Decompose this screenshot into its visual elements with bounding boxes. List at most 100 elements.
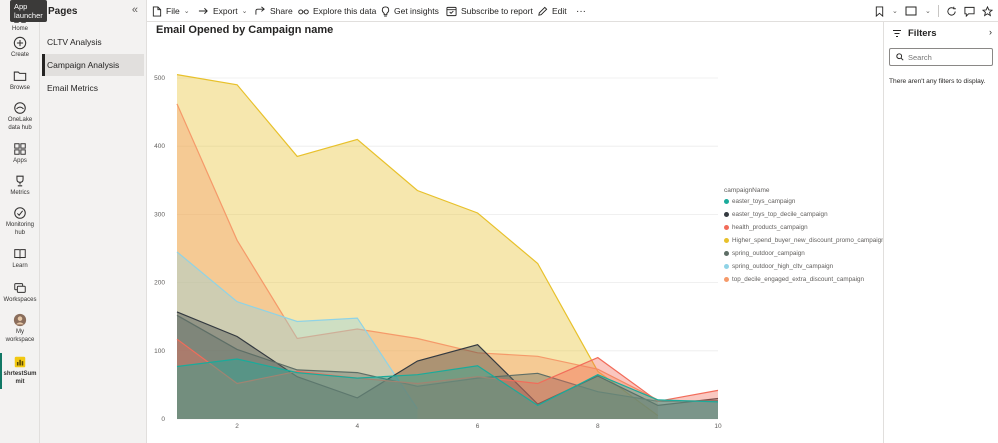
lightbulb-icon: [381, 5, 390, 17]
legend-item[interactable]: easter_toys_campaign: [724, 198, 795, 205]
view-button[interactable]: ⌄: [905, 0, 931, 22]
share-button[interactable]: Share: [255, 0, 293, 22]
y-tick-label: 0: [161, 416, 165, 423]
nav-my-workspace[interactable]: My workspace: [0, 313, 40, 344]
folder-icon: [13, 71, 27, 81]
filters-search-box[interactable]: [889, 48, 993, 66]
export-icon: [198, 7, 208, 15]
filters-title: Filters: [908, 28, 937, 39]
legend-marker: [724, 251, 729, 256]
legend-marker: [724, 277, 729, 282]
x-tick-label: 2: [235, 423, 239, 430]
more-options-button[interactable]: ···: [576, 5, 586, 17]
nav-apps-label: Apps: [13, 158, 27, 164]
area-fill-top-decile-engaged-extra-discount-campaign: [177, 103, 658, 420]
explore-data-button[interactable]: Explore this data: [298, 0, 376, 22]
nav-current-report[interactable]: shrtestSum mit: [0, 355, 40, 386]
get-insights-button[interactable]: Get insights: [381, 0, 439, 22]
subscribe-icon: [446, 6, 457, 16]
toolbar-divider: [938, 5, 939, 17]
nav-browse-label: Browse: [9, 85, 30, 91]
filter-icon: [893, 29, 901, 38]
area-fill-health-products-campaign: [177, 339, 718, 419]
nav-my-workspace-label-1: My: [16, 329, 24, 335]
file-menu-button[interactable]: File ⌄: [152, 0, 190, 22]
nav-learn-label: Learn: [12, 263, 28, 269]
subscribe-label: Subscribe to report: [461, 6, 533, 16]
filters-search-input[interactable]: [908, 52, 988, 62]
legend-item[interactable]: Higher_spend_buyer_new_discount_promo_ca…: [724, 237, 885, 244]
nav-my-workspace-label-2: workspace: [5, 336, 35, 343]
chevron-down-icon: ⌄: [241, 8, 248, 15]
legend-marker: [724, 225, 729, 230]
report-canvas: Email Opened by Campaign name 0 100 200 300…: [147, 22, 885, 443]
x-tick-label: 4: [356, 423, 360, 430]
legend-label: top_decile_engaged_extra_discount_campai…: [732, 276, 864, 283]
export-menu-button[interactable]: Export ⌄: [198, 0, 247, 22]
series-line-spring-outdoor-campaign: [176, 314, 719, 402]
legend-item[interactable]: spring_outdoor_high_cltv_campaign: [724, 263, 833, 270]
nav-onelake[interactable]: OneLake data hub: [0, 101, 40, 132]
legend-label: easter_toys_campaign: [732, 198, 796, 205]
view-icon: [905, 6, 917, 16]
apps-icon: [14, 143, 26, 155]
pages-title: Pages: [48, 6, 78, 17]
chart-title: Email Opened by Campaign name: [156, 24, 334, 36]
nav-browse[interactable]: Browse: [0, 69, 40, 93]
y-tick-label: 300: [154, 211, 165, 218]
nav-metrics[interactable]: Metrics: [0, 174, 40, 198]
area-fill-spring-outdoor-campaign: [177, 315, 718, 419]
area-chart[interactable]: 0 100 200 300 400 500 2 4 6 8 10: [147, 22, 883, 443]
nav-create-label: Create: [10, 52, 29, 58]
report-icon: [14, 356, 26, 368]
edit-label: Edit: [552, 6, 567, 16]
comment-icon: [964, 6, 975, 17]
file-menu-label: File: [166, 6, 180, 16]
book-icon: [14, 249, 26, 259]
bookmark-button[interactable]: ⌄: [875, 0, 898, 22]
legend-item[interactable]: health_products_campaign: [724, 224, 808, 231]
comment-button[interactable]: [964, 0, 979, 22]
explore-data-label: Explore this data: [313, 6, 377, 16]
legend-label: spring_outdoor_campaign: [732, 250, 805, 257]
refresh-button[interactable]: [946, 0, 961, 22]
page-tab-email-metrics[interactable]: Email Metrics: [47, 83, 99, 93]
page-tab-cltv-analysis[interactable]: CLTV Analysis: [47, 37, 102, 47]
x-tick-label: 10: [714, 423, 722, 430]
nav-metrics-label: Metrics: [10, 190, 30, 196]
x-tick-label: 8: [596, 423, 600, 430]
area-fill-easter-toys-top-decile-campaign: [177, 311, 718, 419]
y-tick-label: 500: [154, 75, 165, 82]
active-indicator: [0, 353, 2, 389]
nav-current-report-label-1: shrtestSum: [3, 371, 37, 377]
favorite-button[interactable]: [982, 0, 997, 22]
legend-item[interactable]: top_decile_engaged_extra_discount_campai…: [724, 276, 864, 283]
y-tick-label: 100: [154, 348, 165, 355]
legend-label: easter_toys_top_decile_campaign: [732, 211, 828, 218]
report-toolbar: File ⌄ Export ⌄ Share Explore this data …: [147, 0, 998, 22]
collapse-pages-icon[interactable]: «: [131, 4, 138, 16]
chevron-down-icon: ⌄: [183, 8, 190, 15]
subscribe-button[interactable]: Subscribe to report: [446, 0, 533, 22]
share-label: Share: [270, 6, 293, 16]
star-icon: [982, 5, 993, 16]
nav-monitoring[interactable]: Monitoring hub: [0, 206, 40, 237]
nav-learn[interactable]: Learn: [0, 247, 40, 271]
series-line-health-products-campaign: [176, 338, 719, 402]
search-icon: [896, 53, 904, 61]
onelake-icon: [14, 102, 26, 114]
expand-filters-icon[interactable]: ›: [989, 27, 992, 37]
page-tab-campaign-analysis[interactable]: Campaign Analysis: [42, 54, 144, 76]
legend-item[interactable]: easter_toys_top_decile_campaign: [724, 211, 828, 218]
share-icon: [255, 6, 265, 15]
refresh-icon: [947, 6, 956, 16]
edit-button[interactable]: Edit: [537, 0, 567, 22]
nav-workspaces[interactable]: Workspaces: [0, 281, 40, 305]
nav-apps[interactable]: Apps: [0, 142, 40, 166]
legend-label: spring_outdoor_high_cltv_campaign: [732, 263, 834, 270]
nav-create[interactable]: Create: [0, 36, 40, 60]
workspaces-icon: [14, 283, 26, 293]
filters-header: Filters: [892, 28, 937, 39]
legend-item[interactable]: spring_outdoor_campaign: [724, 250, 805, 257]
